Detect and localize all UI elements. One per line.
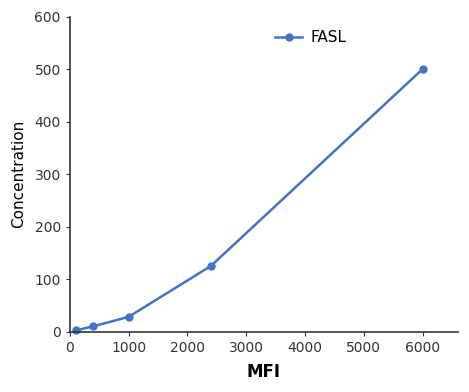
FASL xyxy=(91,324,96,328)
FASL xyxy=(208,263,214,268)
Legend: FASL: FASL xyxy=(269,24,352,51)
Line: FASL: FASL xyxy=(72,65,426,334)
Y-axis label: Concentration: Concentration xyxy=(11,120,26,228)
FASL xyxy=(73,328,78,333)
FASL xyxy=(126,314,131,319)
X-axis label: MFI: MFI xyxy=(247,363,281,381)
FASL xyxy=(420,67,425,71)
